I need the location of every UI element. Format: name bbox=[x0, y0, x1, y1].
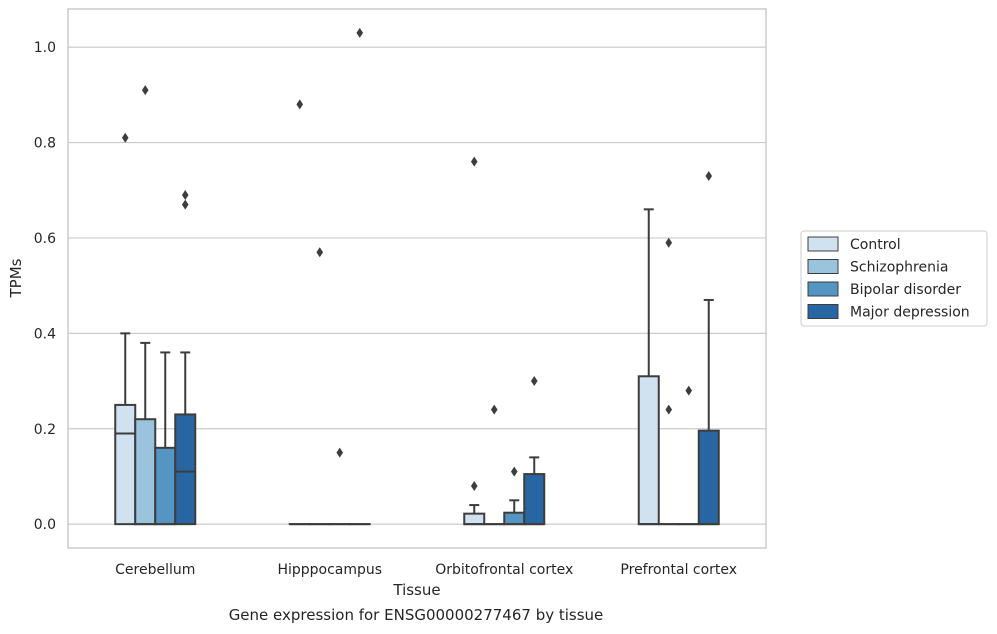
box-body bbox=[697, 429, 720, 526]
box-bipolar-disorder bbox=[328, 447, 351, 526]
legend-label: Schizophrenia bbox=[850, 260, 948, 276]
box-bipolar-disorder bbox=[154, 351, 177, 526]
outlier-point bbox=[141, 85, 149, 96]
x-tick-label: Cerebellum bbox=[115, 562, 195, 578]
box-major-depression bbox=[174, 190, 197, 526]
box-control bbox=[463, 156, 486, 526]
legend-swatch bbox=[807, 304, 839, 319]
outlier-point bbox=[470, 156, 478, 167]
box-control bbox=[637, 208, 660, 526]
outlier-point bbox=[181, 199, 189, 210]
legend-label: Major depression bbox=[850, 305, 970, 321]
plot-frame bbox=[67, 8, 767, 549]
box-schizophrenia bbox=[483, 404, 506, 526]
y-tick-label: 0.2 bbox=[34, 422, 56, 438]
x-axis-label: Tissue bbox=[392, 581, 440, 599]
outlier-point bbox=[490, 404, 498, 415]
y-tick-label: 0.0 bbox=[34, 517, 56, 533]
box-series bbox=[114, 27, 720, 526]
legend-label: Bipolar disorder bbox=[850, 282, 961, 298]
y-tick-label: 0.6 bbox=[34, 231, 56, 247]
figure-caption: Gene expression for ENSG00000277467 by t… bbox=[228, 606, 604, 624]
box-body bbox=[114, 403, 137, 526]
outlier-point bbox=[296, 99, 304, 110]
y-tick-label: 1.0 bbox=[34, 40, 56, 56]
box-major-depression bbox=[697, 170, 720, 526]
outlier-point bbox=[705, 170, 713, 181]
outlier-point bbox=[356, 27, 364, 38]
box-bipolar-disorder bbox=[503, 466, 526, 526]
legend-swatch bbox=[807, 281, 839, 297]
legend: Control Schizophrenia Bipolar disorder Majo… bbox=[800, 230, 988, 327]
outlier-point bbox=[530, 376, 538, 387]
box-body bbox=[463, 512, 486, 526]
y-axis-label: TPMs bbox=[7, 258, 25, 298]
outlier-point bbox=[665, 404, 673, 415]
legend-swatch bbox=[807, 236, 839, 252]
box-major-depression bbox=[523, 376, 546, 526]
outlier-point bbox=[121, 132, 129, 143]
legend-frame bbox=[800, 230, 988, 327]
box-control bbox=[288, 99, 311, 526]
outlier-point bbox=[510, 466, 518, 477]
legend-swatch bbox=[807, 259, 839, 274]
x-tick-labels: Cerebellum Hipppocampus Orbitofrontal cort… bbox=[115, 562, 737, 578]
box-schizophrenia bbox=[134, 85, 157, 526]
box-body bbox=[637, 375, 660, 526]
outlier-point bbox=[181, 190, 189, 201]
outlier-point bbox=[665, 237, 673, 248]
box-body bbox=[523, 473, 546, 526]
outlier-point bbox=[685, 385, 693, 396]
outlier-point bbox=[316, 247, 324, 258]
box-body bbox=[503, 511, 526, 526]
outlier-point bbox=[470, 480, 478, 491]
x-tick-label: Hipppocampus bbox=[277, 562, 382, 578]
box-major-depression bbox=[348, 27, 371, 526]
box-schizophrenia bbox=[308, 247, 331, 526]
y-tick-labels: 0.0 0.2 0.4 0.6 0.8 1.0 bbox=[34, 40, 56, 533]
y-tick-label: 0.8 bbox=[34, 136, 56, 152]
x-tick-label: Prefrontal cortex bbox=[620, 562, 737, 578]
box-body bbox=[134, 418, 157, 526]
box-body bbox=[154, 446, 177, 526]
x-tick-label: Orbitofrontal cortex bbox=[435, 562, 573, 578]
y-tick-label: 0.4 bbox=[34, 326, 56, 342]
outlier-point bbox=[336, 447, 344, 458]
box-schizophrenia bbox=[657, 237, 680, 526]
box-bipolar-disorder bbox=[677, 385, 700, 526]
box-body bbox=[174, 413, 197, 526]
legend-label: Control bbox=[850, 237, 901, 253]
box-control bbox=[114, 132, 137, 526]
